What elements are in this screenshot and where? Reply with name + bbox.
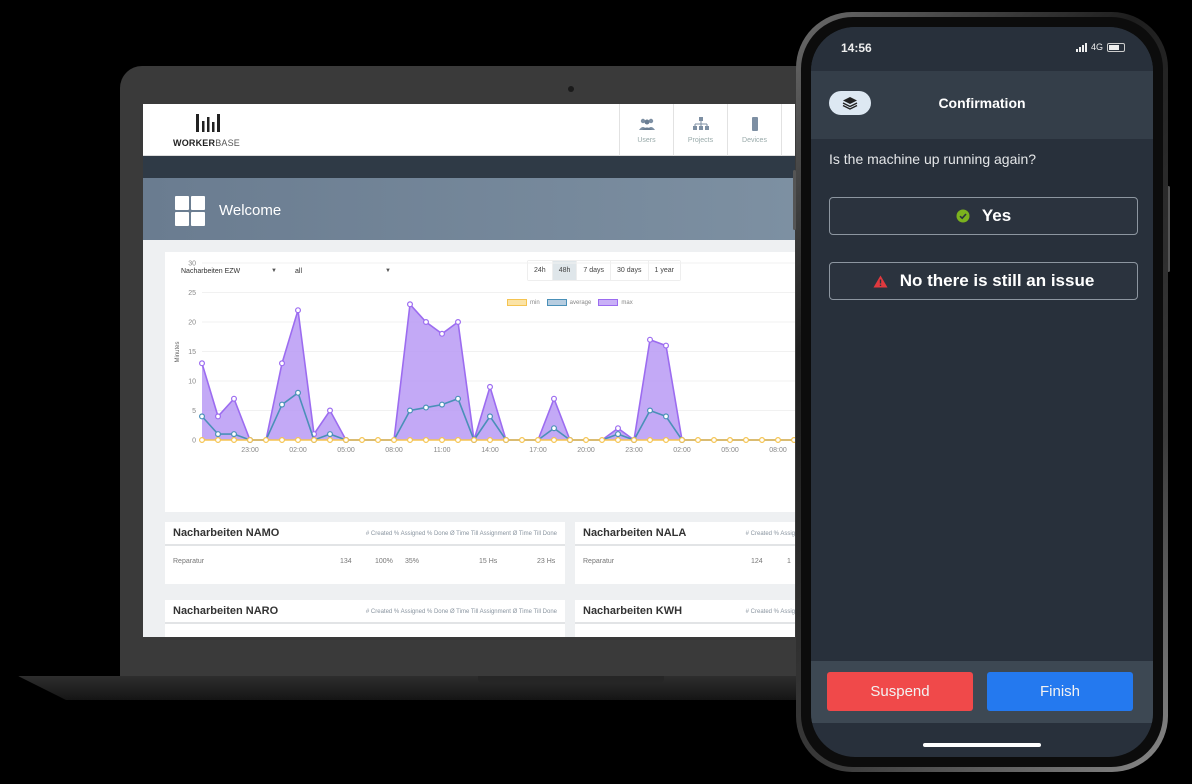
svg-text:10: 10	[188, 379, 196, 386]
phone-screen: 14:56 4G Confirmat	[811, 27, 1153, 757]
laptop-camera	[568, 86, 574, 92]
nav-devices[interactable]: Devices	[727, 104, 781, 156]
svg-text:23:00: 23:00	[241, 447, 259, 454]
svg-text:08:00: 08:00	[385, 447, 403, 454]
time-range-group: 24h 48h 7 days 30 days 1 year	[527, 260, 681, 281]
dashboard-screen: WORKERBASE Users Projects	[143, 104, 795, 637]
phone-frame: 14:56 4G Confirmat	[796, 12, 1168, 772]
range-30-days[interactable]: 30 days	[611, 261, 649, 280]
legend-swatch-average[interactable]	[546, 299, 567, 306]
legend-swatch-min[interactable]	[507, 299, 527, 306]
home-indicator[interactable]	[923, 743, 1041, 747]
svg-text:11:00: 11:00	[434, 447, 451, 454]
svg-text:15: 15	[188, 349, 196, 356]
svg-text:0: 0	[192, 438, 196, 445]
top-nav: Users Projects Devices	[619, 104, 795, 156]
table-naro: Nacharbeiten NARO # Created % Assigned % …	[165, 600, 565, 637]
svg-text:30: 30	[188, 261, 196, 268]
chart-legend: min average max	[503, 299, 633, 306]
caret-down-icon: ▼	[271, 268, 277, 274]
svg-text:25: 25	[188, 290, 196, 297]
svg-text:02:00: 02:00	[673, 447, 691, 454]
layers-icon	[842, 97, 858, 110]
app-bar: Confirmation	[811, 71, 1153, 139]
laptop-notch	[478, 676, 664, 684]
chart-card: Nacharbeiten EZW ▼ all ▼ 24h 48h 7 days 30…	[165, 252, 795, 512]
range-7-days[interactable]: 7 days	[577, 261, 611, 280]
svg-text:Minutes: Minutes	[175, 341, 181, 362]
nav-more-cutoff[interactable]	[781, 104, 795, 156]
station-select[interactable]: Nacharbeiten EZW ▼	[181, 268, 277, 275]
table-row[interactable]: Reparatur 124 1	[583, 558, 791, 565]
action-bar: Suspend Finish	[811, 661, 1153, 723]
laptop-base	[18, 676, 818, 700]
workerbase-logo[interactable]: WORKERBASE	[173, 110, 253, 150]
table-nala: Nacharbeiten NALA # Created % Assig Repar…	[575, 522, 795, 584]
welcome-banner: Welcome	[143, 178, 795, 240]
table-kwh: Nacharbeiten KWH # Created % Assig	[575, 600, 795, 637]
table-row[interactable]: Reparatur 134 100% 35% 15 Hs 23 Hs	[173, 558, 556, 565]
status-bar: 14:56 4G	[811, 27, 1153, 71]
logo-mark-icon	[196, 114, 220, 132]
finish-button[interactable]: Finish	[987, 672, 1133, 711]
projects-icon	[692, 116, 709, 130]
svg-text:17:00: 17:00	[529, 447, 547, 454]
devices-icon	[751, 116, 758, 131]
range-1-year[interactable]: 1 year	[648, 261, 680, 280]
svg-text:14:00: 14:00	[481, 447, 499, 454]
scope-select[interactable]: all ▼	[295, 268, 391, 275]
nav-projects[interactable]: Projects	[673, 104, 727, 156]
svg-text:5: 5	[192, 408, 196, 415]
table-namo: Nacharbeiten NAMO # Created % Assigned % …	[165, 522, 565, 584]
check-circle-icon	[956, 209, 970, 223]
dashboard-grid-icon	[175, 196, 205, 226]
area-chart: 0 5 10 15 20 25 30 Minutes 23:00 02:00 05:00 08:00 1…	[175, 261, 795, 454]
layers-button[interactable]	[829, 91, 871, 115]
svg-text:20: 20	[188, 320, 196, 327]
toolbar-strip	[143, 156, 795, 178]
signal-icon	[1075, 42, 1087, 52]
users-icon	[638, 118, 655, 130]
issue-button[interactable]: No there is still an issue	[829, 262, 1138, 300]
legend-swatch-max[interactable]	[598, 299, 619, 306]
phone-power-button	[1167, 186, 1170, 272]
svg-text:23:00: 23:00	[625, 447, 643, 454]
svg-text:08:00: 08:00	[769, 447, 787, 454]
svg-text:05:00: 05:00	[337, 447, 355, 454]
question-text: Is the machine up running again?	[829, 151, 1037, 167]
app-header: WORKERBASE Users Projects	[143, 104, 795, 156]
range-48h[interactable]: 48h	[552, 261, 578, 280]
range-24h[interactable]: 24h	[528, 261, 553, 280]
page-title: Welcome	[219, 202, 282, 219]
svg-text:02:00: 02:00	[289, 447, 307, 454]
warning-triangle-icon	[873, 275, 888, 287]
svg-text:20:00: 20:00	[577, 447, 595, 454]
battery-icon	[1107, 42, 1125, 52]
svg-text:05:00: 05:00	[721, 447, 739, 454]
nav-users[interactable]: Users	[619, 104, 673, 156]
screen-title: Confirmation	[938, 95, 1026, 111]
yes-button[interactable]: Yes	[829, 197, 1138, 235]
caret-down-icon: ▼	[385, 268, 391, 274]
logo-text: WORKERBASE	[173, 138, 241, 148]
phone-volume-button	[793, 170, 796, 230]
suspend-button[interactable]: Suspend	[827, 672, 973, 711]
